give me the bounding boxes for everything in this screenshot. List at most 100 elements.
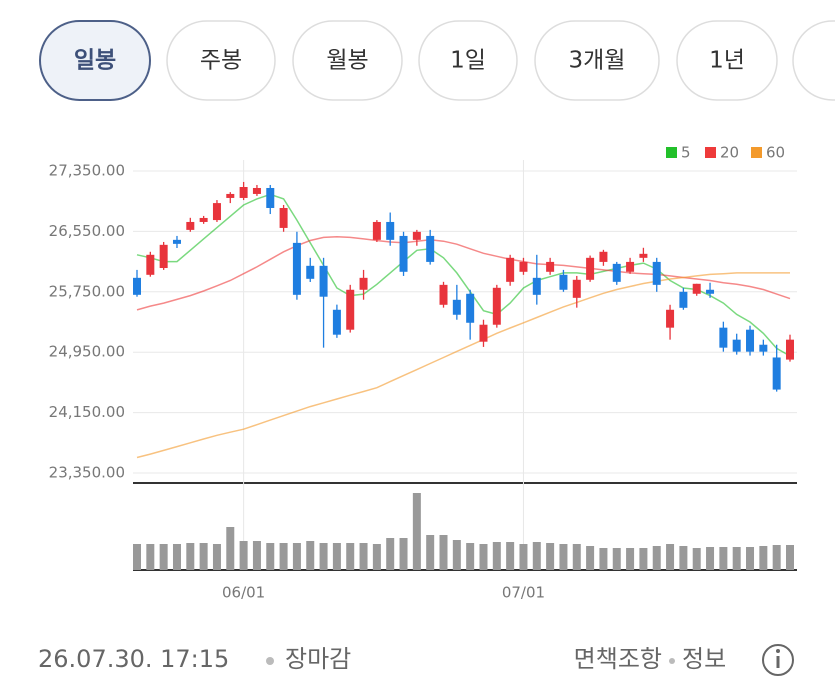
tab-pill[interactable]: [418, 20, 518, 101]
legend-label: 5: [681, 144, 691, 162]
separator-dot: [266, 657, 274, 665]
y-tick-label: 26,550.00: [49, 222, 125, 240]
candle-body: [212, 203, 221, 221]
candle-body: [746, 329, 755, 352]
moving-average-line: [136, 272, 790, 459]
tab[interactable]: 일봉: [39, 20, 151, 101]
candle-body: [359, 277, 368, 290]
candle-body: [772, 357, 781, 390]
tab-label[interactable]: 월봉: [326, 48, 368, 74]
volume-bar: [746, 547, 755, 570]
tab[interactable]: 1년: [676, 20, 778, 101]
candle-body: [186, 221, 195, 230]
y-tick-label: 23,350.00: [49, 464, 125, 482]
tab-label[interactable]: 1년: [709, 48, 745, 74]
tab-pill[interactable]: [39, 20, 151, 101]
volume-bar: [133, 544, 141, 570]
volume-bar: [559, 544, 568, 570]
candle-body: [372, 221, 381, 240]
volume-bar: [572, 544, 581, 570]
y-tick-label: 27,350.00: [49, 162, 125, 180]
volume-bar: [279, 543, 288, 570]
candle-body: [599, 251, 608, 262]
volume-bar: [426, 535, 435, 570]
candle-body: [692, 283, 701, 294]
candle-body: [719, 327, 728, 348]
volume-bar: [759, 546, 768, 570]
tab-pill[interactable]: [534, 20, 660, 101]
candle-body: [652, 261, 661, 285]
candle-body: [226, 193, 235, 198]
volume-bar: [386, 538, 395, 570]
tab[interactable]: 주봉: [166, 20, 276, 101]
candle-body: [266, 187, 275, 208]
volume-bar: [186, 543, 195, 570]
candle-body: [559, 274, 568, 290]
candle-body: [546, 261, 555, 272]
volume-bar: [719, 547, 728, 570]
market-status: 장마감: [285, 645, 351, 673]
tab[interactable]: 3: [792, 20, 835, 101]
tab-label[interactable]: 일봉: [74, 48, 116, 74]
candle-body: [239, 187, 248, 198]
legend-swatch: [751, 147, 762, 158]
candle-body: [332, 309, 341, 335]
candle-body: [426, 235, 435, 262]
volume-bar: [546, 543, 555, 570]
info-icon[interactable]: [762, 644, 794, 676]
tab-label[interactable]: 주봉: [200, 48, 242, 74]
volume-bar: [292, 543, 301, 570]
candle-body: [412, 231, 421, 240]
volume-bar: [412, 493, 421, 570]
volume-bar: [492, 542, 501, 570]
volume-bar: [706, 547, 715, 570]
candle-body: [292, 242, 301, 295]
volume-bar: [212, 544, 221, 570]
candle-body: [572, 279, 581, 298]
info-link[interactable]: 정보: [682, 645, 726, 673]
candle-body: [586, 257, 595, 280]
candle-body: [439, 284, 448, 305]
volume-bar: [732, 547, 741, 570]
volume-bar: [639, 548, 648, 570]
candle-body: [519, 261, 528, 272]
moving-average-line: [136, 193, 791, 357]
candle-body: [732, 339, 741, 352]
disclaimer-link[interactable]: 면책조항: [574, 645, 662, 673]
volume-bar: [359, 543, 368, 570]
candle-body: [786, 339, 794, 360]
legend-swatch: [705, 147, 716, 158]
tab-pill[interactable]: [792, 20, 835, 101]
volume-bar: [172, 544, 181, 570]
tab[interactable]: 1일: [418, 20, 518, 101]
volume-bar: [532, 542, 541, 570]
legend-label: 20: [720, 144, 739, 162]
tab[interactable]: 월봉: [292, 20, 403, 101]
candle-body: [639, 253, 648, 258]
volume-bar: [399, 538, 408, 570]
candle-body: [159, 244, 168, 269]
tab-pill[interactable]: [292, 20, 403, 101]
candle-body: [346, 289, 355, 330]
tab-pill[interactable]: [676, 20, 778, 101]
candle-body: [172, 239, 181, 244]
tab-label[interactable]: 3개월: [569, 48, 626, 74]
volume-bar: [772, 545, 781, 570]
volume-bar: [652, 546, 661, 570]
volume-bar: [452, 540, 461, 570]
candle-body: [452, 299, 461, 315]
tab[interactable]: 3개월: [534, 20, 660, 101]
candle-body: [146, 254, 155, 275]
y-tick-label: 24,950.00: [49, 343, 125, 361]
volume-bar: [692, 548, 701, 570]
chart: 27,350.00 26,550.00 25,750.00 24,950.00 24,1…: [49, 144, 797, 602]
volume-bar: [666, 544, 675, 570]
candle-body: [612, 263, 621, 282]
candle-body: [399, 235, 408, 272]
tab-label[interactable]: 1일: [450, 48, 486, 74]
volume-bar: [599, 548, 608, 570]
volume-bar: [519, 544, 528, 570]
tab-pill[interactable]: [166, 20, 276, 101]
candle-body: [199, 217, 208, 222]
candle-body: [133, 277, 141, 295]
